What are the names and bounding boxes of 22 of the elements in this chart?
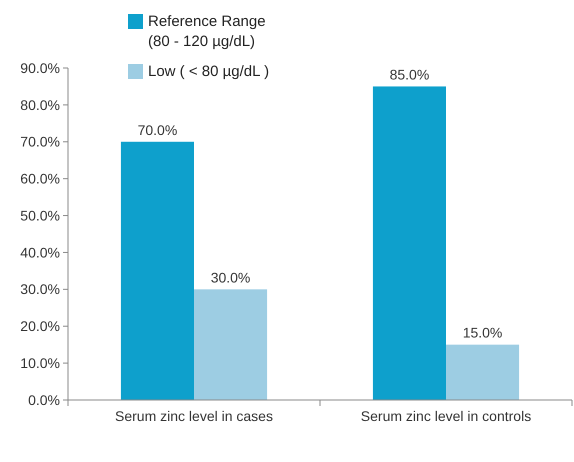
y-tick-label: 20.0% bbox=[20, 318, 60, 334]
y-tick-label: 60.0% bbox=[20, 170, 60, 187]
y-tick-label: 30.0% bbox=[20, 281, 60, 298]
legend-label: Low ( < 80 µg/dL ) bbox=[148, 63, 270, 80]
data-label: 85.0% bbox=[390, 66, 430, 82]
bar bbox=[446, 344, 520, 400]
y-tick-label: 10.0% bbox=[20, 355, 60, 372]
x-tick-label: Serum zinc level in cases bbox=[115, 408, 273, 424]
bar bbox=[194, 289, 268, 400]
y-tick-label: 50.0% bbox=[20, 207, 60, 224]
y-tick-label: 40.0% bbox=[20, 244, 60, 260]
bar bbox=[372, 86, 446, 400]
y-tick-label: 90.0% bbox=[20, 60, 60, 76]
data-label: 30.0% bbox=[210, 269, 250, 286]
y-tick-label: 70.0% bbox=[20, 134, 60, 150]
x-tick-label: Serum zinc level in controls bbox=[360, 408, 532, 424]
data-label: 70.0% bbox=[138, 122, 178, 138]
y-tick-label: 80.0% bbox=[20, 96, 60, 113]
data-label: 15.0% bbox=[462, 324, 502, 341]
bar bbox=[120, 142, 194, 400]
y-tick-label: 0.0% bbox=[28, 392, 60, 408]
legend-label: Reference Range (80 - 120 µg/dL) bbox=[148, 13, 266, 50]
